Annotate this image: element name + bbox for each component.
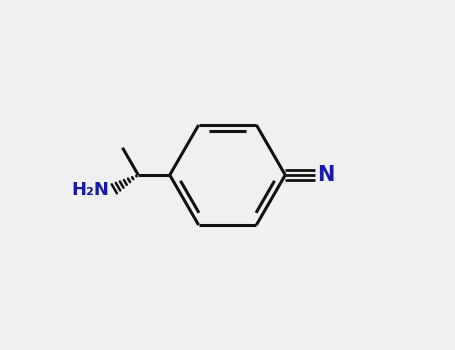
Text: H₂N: H₂N (72, 181, 110, 199)
Text: N: N (317, 165, 334, 185)
